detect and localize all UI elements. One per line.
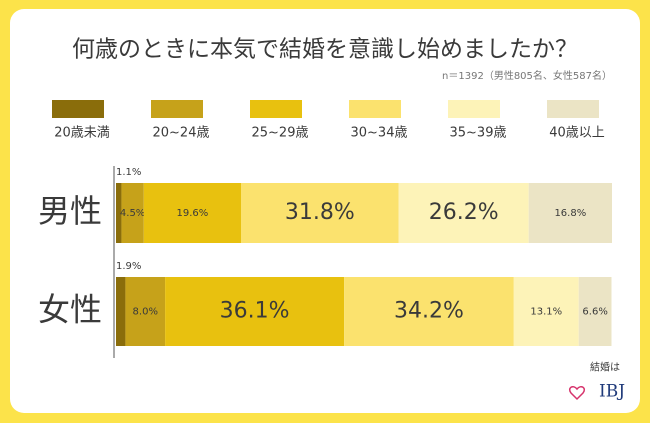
legend-swatch [151, 100, 203, 118]
value-label: 1.1% [116, 167, 141, 178]
value-label: 26.2% [429, 200, 499, 225]
logo-heart [568, 386, 586, 401]
value-label: 4.5% [120, 208, 145, 219]
legend-swatch [52, 100, 104, 118]
bar-segment [528, 183, 612, 243]
bar-segment [165, 277, 345, 346]
bar-segment [513, 277, 579, 346]
legend-swatch [448, 100, 500, 118]
bar-segment [125, 277, 166, 346]
legend-label: 20~24歳 [153, 126, 210, 141]
legend-swatch [349, 100, 401, 118]
legend-label: 30~34歳 [351, 126, 408, 141]
bar-segment [116, 183, 122, 243]
legend-swatch [250, 100, 302, 118]
legend-label: 40歳以上 [549, 126, 605, 141]
legend-swatch [547, 100, 599, 118]
legend-label: 35~39歳 [450, 126, 507, 141]
value-label: 1.9% [116, 261, 141, 272]
value-label: 31.8% [285, 200, 355, 225]
bar-segment [121, 183, 144, 243]
category-label: 男性 [38, 192, 102, 230]
bar-segment [398, 183, 529, 243]
logo-text: 結婚は [590, 361, 620, 374]
value-label: 16.8% [554, 208, 586, 219]
chart-subtitle: n＝1392（男性805名、女性587名） [442, 69, 612, 82]
legend-label: 25~29歳 [252, 126, 309, 141]
bar-segment [240, 183, 399, 243]
value-label: 34.2% [394, 299, 464, 324]
logo-brand: IBJ [599, 382, 625, 402]
value-label: 19.6% [176, 208, 208, 219]
chart-title: 何歳のときに本気で結婚を意識し始めましたか？ [72, 37, 578, 63]
category-label: 女性 [38, 291, 102, 329]
bar-segment [116, 277, 126, 346]
bar-segment [344, 277, 514, 346]
bar-segment [578, 277, 612, 346]
value-label: 36.1% [220, 299, 290, 324]
value-label: 8.0% [133, 307, 158, 318]
value-label: 6.6% [582, 307, 607, 318]
legend-label: 20歳未満 [54, 126, 110, 141]
value-label: 13.1% [530, 307, 562, 318]
bar-segment [143, 183, 241, 243]
